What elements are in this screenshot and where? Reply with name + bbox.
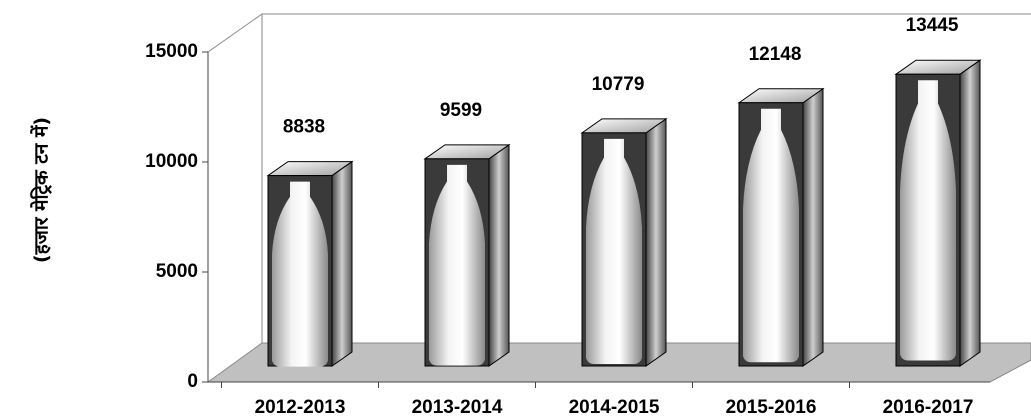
x-tick-label: 2014-2015 (569, 397, 660, 418)
x-tick-label: 2015-2016 (726, 397, 817, 418)
bar-side (645, 117, 667, 367)
y-tick-label: 5000 (156, 261, 198, 282)
x-tick-label: 2013-2014 (412, 397, 503, 418)
bar-side (959, 59, 981, 367)
y-tick-label: 0 (187, 371, 198, 392)
bottle (900, 80, 956, 361)
bar-side (488, 143, 510, 367)
bottle (272, 181, 328, 367)
bottle (429, 164, 485, 366)
x-tick-label: 2012-2013 (255, 397, 346, 418)
x-tick-label: 2016-2017 (883, 397, 974, 418)
data-label: 12148 (749, 44, 802, 65)
data-label: 13445 (906, 15, 959, 36)
y-axis-label: (हजार मेट्रिक टन में) (30, 117, 53, 263)
bar-side (331, 160, 353, 367)
y-tick-label: 10000 (145, 151, 198, 172)
y-tick-label: 15000 (145, 41, 198, 62)
data-label: 8838 (283, 117, 325, 138)
data-label: 10779 (592, 74, 645, 95)
bottle (586, 138, 642, 365)
data-label: 9599 (440, 100, 482, 121)
bottle (743, 108, 799, 363)
bar-side (802, 87, 824, 367)
